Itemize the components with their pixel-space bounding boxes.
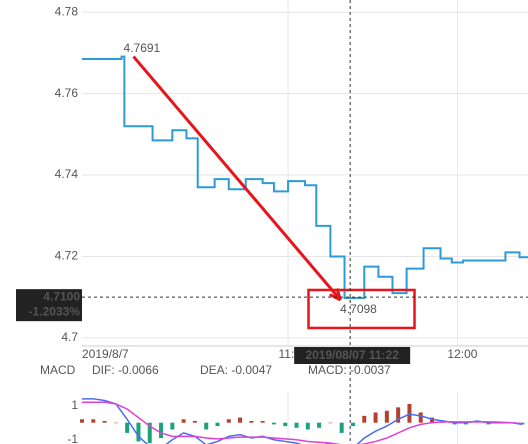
macd-bar [170, 422, 175, 430]
macd-bar [430, 417, 435, 423]
x-tick-label: 12:00 [447, 347, 477, 361]
y-tick-label: 4.78 [55, 4, 79, 18]
macd-bar [260, 420, 265, 423]
macd-bar [238, 417, 243, 423]
macd-bar [452, 422, 457, 425]
macd-bar [463, 422, 468, 425]
macd-bar [396, 407, 401, 423]
arrow [132, 55, 342, 301]
y-tick-label: 1 [71, 398, 78, 412]
macd-bar [113, 422, 118, 424]
annotation: 4.7098 [340, 302, 377, 316]
y-tick-label: 4.7 [61, 330, 78, 344]
macd-bar [339, 422, 344, 433]
macd-bar [362, 415, 367, 423]
y-tick-label: 4.76 [55, 86, 79, 100]
x-tick-label: 2019/8/7 [82, 347, 129, 361]
macd-bar [215, 422, 220, 427]
macd-bar [147, 422, 152, 444]
y-tick-label: -1 [67, 432, 78, 444]
legend-entry: MACD: -0.0037 [308, 363, 391, 377]
macd-bar [407, 403, 412, 423]
macd-bar [159, 422, 164, 439]
macd-line [82, 401, 523, 444]
legend-entry: DEA: -0.0047 [200, 363, 272, 377]
macd-bar [102, 420, 107, 423]
macd-bar [418, 412, 423, 423]
macd-bar [373, 412, 378, 423]
crosshair-y-label: 4.7100 [43, 289, 80, 303]
macd-bar [520, 422, 525, 425]
macd-bar [125, 422, 130, 433]
y-tick-label: 4.74 [55, 167, 79, 181]
highlight-box [307, 288, 416, 330]
macd-bar [317, 422, 322, 428]
macd-bar [192, 420, 197, 423]
macd-bar [226, 419, 231, 423]
macd-bar [328, 422, 333, 424]
macd-bar [350, 422, 355, 427]
price-line [82, 55, 528, 299]
legend-entry: DIF: -0.0066 [92, 363, 159, 377]
y-tick-label: 4.72 [55, 249, 79, 263]
crosshair-x-bg [294, 347, 411, 364]
crosshair-label-bg [16, 289, 82, 322]
macd-bar [80, 419, 84, 423]
macd-bar [486, 422, 491, 425]
macd-title: MACD [40, 363, 76, 377]
macd-bar [136, 422, 141, 442]
macd-bar [283, 422, 288, 427]
macd-bar [249, 420, 254, 423]
crosshair-x-label: 2019/08/07 11:22 [305, 348, 399, 362]
macd-bar [384, 410, 389, 423]
macd-bar [294, 422, 299, 428]
macd-bar [204, 422, 209, 430]
macd-bar [271, 422, 276, 425]
macd-bar [91, 419, 96, 423]
macd-bar [305, 422, 310, 430]
macd-bar [181, 419, 186, 423]
crosshair-change-label: -1.2033% [29, 304, 81, 318]
annotation: 4.7691 [124, 41, 161, 55]
